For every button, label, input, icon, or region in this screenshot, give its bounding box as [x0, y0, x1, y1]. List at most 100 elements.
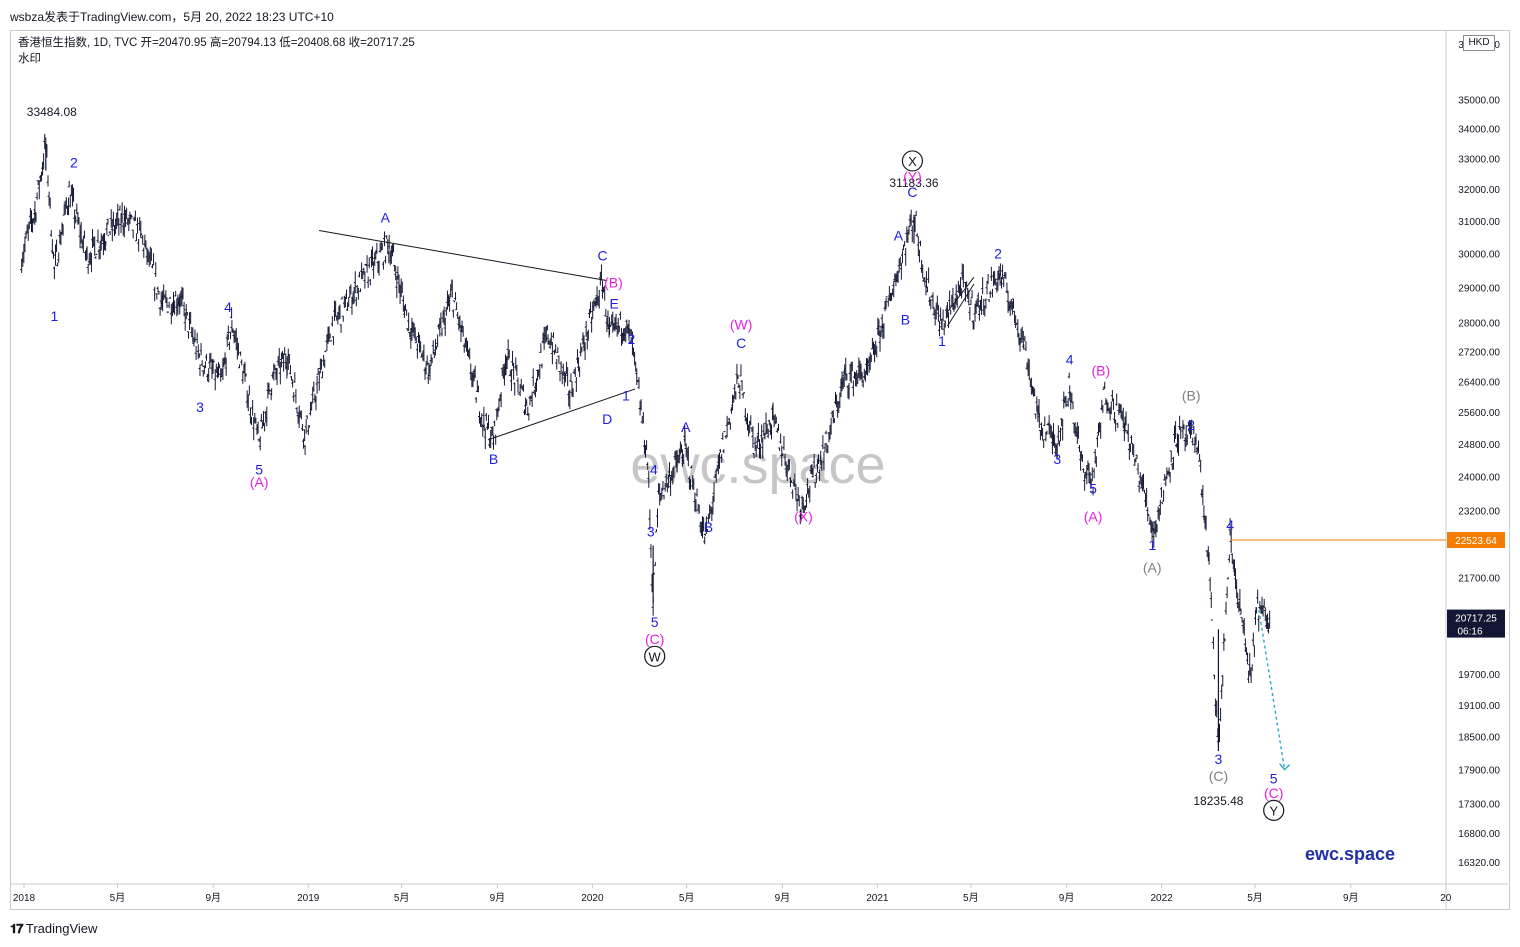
wave-label: 1 [622, 387, 630, 403]
x-tick-label: 2019 [297, 893, 320, 904]
current-price-tag [1447, 609, 1505, 638]
wave-label: 4 [650, 462, 658, 478]
wave-label: 2 [627, 331, 635, 347]
wave-label: A [681, 419, 691, 435]
y-tick-label: 18500.00 [1458, 733, 1500, 744]
x-tick-label: 5月 [394, 892, 410, 904]
wave-label: 5 [1270, 771, 1278, 787]
wave-label: B [489, 451, 498, 467]
wave-label: 3 [647, 524, 655, 540]
circled-wave-label: W [649, 649, 662, 664]
wave-label: C [736, 335, 746, 351]
y-tick-label: 21700.00 [1458, 573, 1500, 584]
price-mark-label: 33484.08 [27, 105, 77, 119]
wave-label: 5 [1089, 480, 1097, 496]
x-tick-label: 5月 [679, 892, 695, 904]
y-tick-label: 26400.00 [1458, 377, 1500, 388]
wave-label: 5 [651, 614, 659, 630]
wave-label: E [610, 295, 619, 311]
legend-watermark-label: 水印 [18, 53, 41, 65]
publish-bar: wsbza发表于TradingView.com，5月 20, 2022 18:2… [0, 0, 1520, 30]
x-tick-label: 5月 [1247, 892, 1263, 904]
y-tick-label: 24800.00 [1458, 440, 1500, 451]
wave-label: 4 [1226, 517, 1234, 533]
y-tick-label: 16320.00 [1458, 858, 1500, 869]
horizontal-level-tag [1447, 532, 1505, 549]
circled-wave-label: Y [1269, 803, 1278, 818]
wave-label: B [704, 519, 713, 535]
wave-label: C [907, 184, 917, 200]
wave-label: (Y) [903, 168, 922, 184]
circled-wave-label: X [908, 154, 917, 169]
wave-label: 4 [224, 299, 232, 315]
x-tick-label: 9月 [490, 892, 506, 904]
y-tick-label: 29000.00 [1458, 283, 1500, 294]
x-tick-label: 2021 [866, 893, 889, 904]
chart-panel[interactable] [10, 30, 1510, 910]
wave-label: (C) [645, 631, 664, 647]
x-tick-label: 20 [1440, 893, 1452, 904]
circled-wave-marker [901, 150, 924, 172]
y-tick-label: 24000.00 [1458, 473, 1500, 484]
x-tick-label: 9月 [205, 892, 221, 904]
projection-arrow[interactable] [1258, 609, 1286, 770]
tv-logo-text: TradingView [25, 921, 98, 936]
y-tick-label: 17300.00 [1458, 800, 1500, 811]
x-tick-label: 2018 [13, 893, 36, 904]
wave-label: 1 [50, 308, 58, 324]
wave-label: (B) [1182, 387, 1201, 403]
wave-label: B [901, 311, 910, 327]
current-price-label: 20717.25 [1455, 614, 1497, 625]
wave-label: 2 [70, 154, 78, 170]
price-mark-label: 31183.36 [889, 176, 938, 190]
wave-label: 1 [1148, 537, 1156, 553]
y-tick-label: 27200.00 [1458, 348, 1500, 359]
y-tick-label: 32000.00 [1458, 185, 1500, 196]
wave-label: C [597, 247, 607, 263]
wave-label: A [381, 209, 391, 225]
y-tick-label: 34000.00 [1458, 125, 1500, 136]
wave-label: 3 [196, 399, 204, 415]
x-tick-label: 5月 [110, 892, 126, 904]
symbol-legend: 香港恒生指数, 1D, TVC 开=20470.95 高=20794.13 低=… [18, 35, 415, 67]
circled-wave-marker [644, 645, 666, 667]
wave-label: (X) [794, 508, 813, 524]
wedge-line[interactable] [947, 283, 975, 327]
tradingview-logo: 𝟏𝟕 TradingView [10, 921, 97, 937]
wave-label: 3 [1053, 451, 1061, 467]
wedge-line[interactable] [947, 276, 975, 313]
wave-label: (A) [250, 474, 269, 490]
trendline[interactable] [319, 230, 608, 282]
y-tick-label: 33000.00 [1458, 154, 1500, 165]
horizontal-level-label: 22523.64 [1455, 536, 1497, 547]
x-tick-label: 5月 [963, 892, 979, 904]
trendline[interactable] [487, 388, 636, 441]
x-tick-label: 2022 [1150, 893, 1173, 904]
price-mark-label: 18235.48 [1193, 794, 1243, 808]
wave-label: (C) [1264, 785, 1283, 801]
publish-line: wsbza发表于TradingView.com，5月 20, 2022 18:2… [10, 10, 334, 24]
tv-logo-icon: 𝟏𝟕 [10, 921, 24, 936]
corner-watermark: ewc.space [1305, 844, 1395, 864]
wave-label: (A) [1084, 508, 1103, 524]
countdown-label: 06:16 [1457, 627, 1482, 638]
wave-label: A [894, 227, 904, 243]
wave-label: 2 [1187, 417, 1195, 433]
currency-button[interactable]: HKD [1463, 35, 1495, 51]
wave-label: 5 [255, 462, 263, 478]
circled-wave-marker [1263, 799, 1285, 821]
projection-arrow-head [1279, 763, 1291, 771]
wave-label: (B) [1092, 363, 1111, 379]
y-tick-label: 16800.00 [1458, 829, 1500, 840]
wave-label: 1 [938, 333, 946, 349]
y-tick-label: 35000.00 [1458, 96, 1500, 107]
wave-label: (W) [730, 317, 753, 333]
x-tick-label: 9月 [1059, 892, 1075, 904]
y-tick-label: 30000.00 [1458, 250, 1500, 261]
wave-label: (C) [1209, 768, 1228, 784]
wave-label: 4 [1066, 351, 1074, 367]
y-tick-label: 31000.00 [1458, 217, 1500, 228]
center-watermark: ewc.space [630, 435, 885, 495]
wave-label: (B) [604, 274, 623, 290]
